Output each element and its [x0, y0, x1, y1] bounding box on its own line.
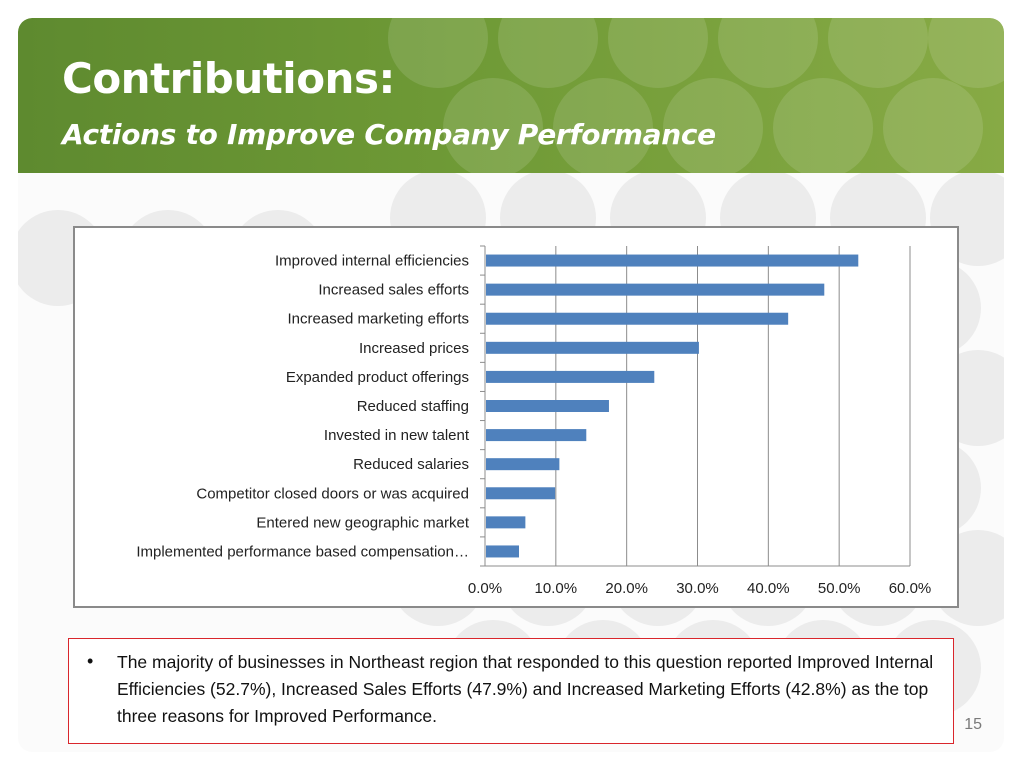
- summary-note-box: • The majority of businesses in Northeas…: [68, 638, 954, 744]
- x-tick-label: 40.0%: [747, 580, 790, 597]
- bar: [486, 400, 609, 412]
- bullet-point: •: [87, 651, 94, 671]
- slide-subtitle: Actions to Improve Company Performance: [62, 118, 716, 151]
- category-label: Improved internal efficiencies: [275, 253, 469, 270]
- category-label: Invested in new talent: [324, 427, 470, 444]
- bar-chart-svg: 0.0% 10.0% 20.0% 30.0% 40.0% 50.0% 60.0% Improv…: [136, 245, 932, 597]
- bar: [486, 458, 560, 471]
- x-tick-label: 30.0%: [676, 580, 719, 597]
- x-tick-label: 20.0%: [605, 580, 648, 597]
- category-label: Entered new geographic market: [256, 514, 469, 531]
- category-label: Increased sales efforts: [318, 282, 469, 299]
- bar: [486, 487, 556, 500]
- category-label: Competitor closed doors or was acquired: [196, 485, 469, 502]
- bar: [486, 370, 655, 383]
- category-label: Increased prices: [359, 340, 469, 357]
- category-label: Reduced staffing: [357, 398, 469, 415]
- bar-chart: 0.0% 10.0% 20.0% 30.0% 40.0% 50.0% 60.0% Improv…: [73, 226, 959, 608]
- x-tick-label: 50.0%: [818, 580, 861, 597]
- bar: [486, 429, 587, 442]
- category-label: Reduced salaries: [353, 456, 469, 473]
- x-tick-label: 60.0%: [889, 580, 932, 597]
- header-circles-decoration: [388, 18, 1004, 173]
- summary-note-text: The majority of businesses in Northeast …: [117, 652, 934, 726]
- category-label: Increased marketing efforts: [288, 311, 469, 328]
- slide: Contributions: Actions to Improve Compan…: [18, 18, 1004, 752]
- category-label: Expanded product offerings: [286, 369, 469, 386]
- x-tick-label: 10.0%: [535, 580, 578, 597]
- category-label: Implemented performance based compensati…: [136, 543, 469, 560]
- slide-header: Contributions: Actions to Improve Compan…: [18, 18, 1004, 173]
- bar: [486, 516, 526, 529]
- slide-title: Contributions:: [62, 54, 395, 103]
- bar: [486, 283, 825, 296]
- bar: [486, 312, 789, 325]
- x-tick-label: 0.0%: [468, 580, 502, 597]
- page-number: 15: [964, 716, 982, 733]
- bar: [486, 254, 859, 267]
- bar: [486, 545, 519, 558]
- bar: [486, 341, 699, 354]
